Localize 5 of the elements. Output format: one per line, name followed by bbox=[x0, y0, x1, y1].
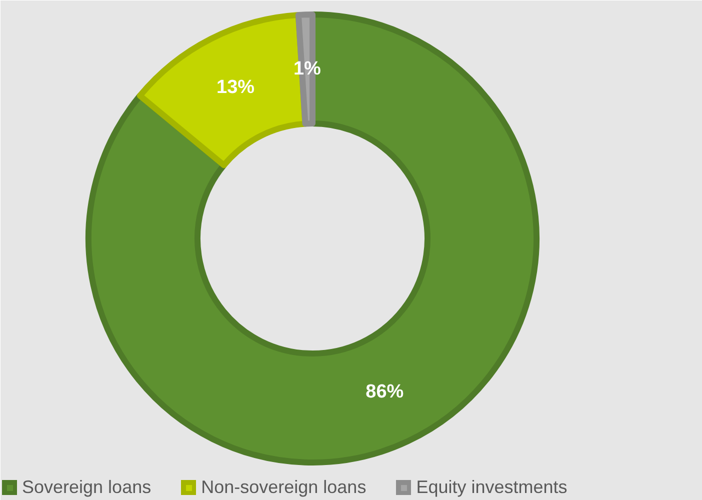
data-label: 13% bbox=[216, 76, 255, 98]
data-label: 86% bbox=[366, 381, 404, 402]
legend-label: Sovereign loans bbox=[22, 477, 152, 498]
legend-label: Non-sovereign loans bbox=[201, 477, 366, 498]
legend-label: Equity investments bbox=[416, 477, 568, 498]
